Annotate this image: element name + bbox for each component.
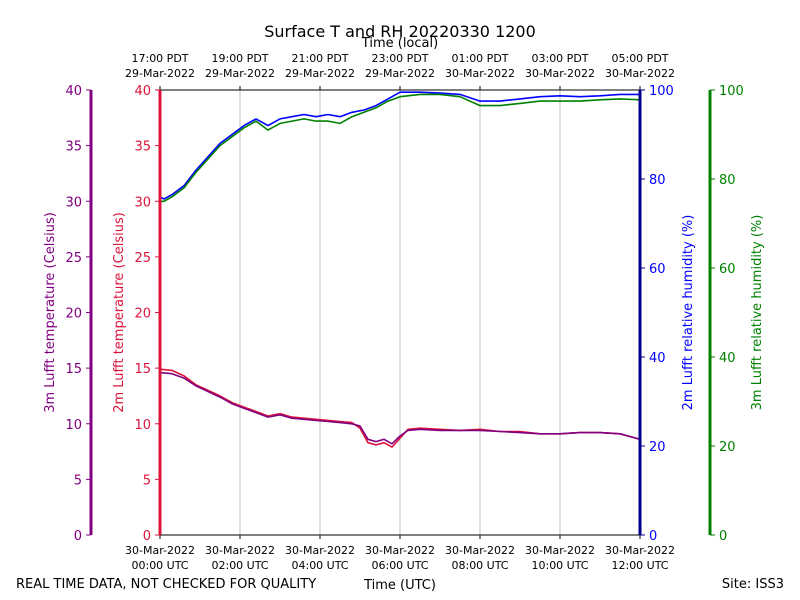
x-tick-label-top-date: 30-Mar-2022 [605, 67, 675, 80]
rh-axis-tick-label: 80 [719, 173, 736, 188]
x-tick-label-top-time: 01:00 PDT [451, 52, 508, 65]
x-tick-label-top-date: 29-Mar-2022 [285, 67, 355, 80]
x-tick-label-top-date: 29-Mar-2022 [205, 67, 275, 80]
temp-axis-tick-label: 15 [134, 362, 151, 377]
series-line-t2m [159, 368, 641, 448]
x-tick-label-bottom-date: 30-Mar-2022 [365, 544, 435, 557]
quality-note: REAL TIME DATA, NOT CHECKED FOR QUALITY [16, 577, 316, 592]
x-tick-label-top-date: 30-Mar-2022 [525, 67, 595, 80]
rh-axis-tick-label: 20 [649, 440, 666, 455]
x-tick-label-top-date: 29-Mar-2022 [365, 67, 435, 80]
temp-axis-tick-label: 40 [134, 84, 151, 99]
x-tick-label-top-time: 23:00 PDT [371, 52, 428, 65]
site-label: Site: ISS3 [722, 577, 784, 592]
rh-axis-tick-label: 0 [649, 529, 657, 544]
rh-axis-tick-label: 60 [649, 262, 666, 277]
x-tick-label-bottom-time: 12:00 UTC [611, 559, 668, 572]
rh-axis-tick-label: 0 [719, 529, 727, 544]
temp-axis-tick-label: 20 [134, 307, 151, 322]
temp-axis-tick-label: 35 [65, 140, 82, 155]
temp-axis-label-t2m: 2m Lufft temperature (Celsius) [112, 212, 127, 413]
temp-axis-tick-label: 30 [134, 195, 151, 210]
x-tick-label-bottom-time: 02:00 UTC [211, 559, 268, 572]
rh-axis-label-rh3m: 3m Lufft relative humidity (%) [750, 215, 765, 411]
x-tick-label-bottom-date: 30-Mar-2022 [285, 544, 355, 557]
temp-axis-tick-label: 35 [134, 140, 151, 155]
x-tick-label-top-time: 03:00 PDT [531, 52, 588, 65]
x-tick-label-top-time: 17:00 PDT [131, 52, 188, 65]
x-tick-label-top-date: 29-Mar-2022 [125, 67, 195, 80]
temp-axis-tick-label: 40 [65, 84, 82, 99]
x-tick-label-top-time: 19:00 PDT [211, 52, 268, 65]
x-tick-label-bottom-time: 08:00 UTC [451, 559, 508, 572]
rh-axis-tick-label: 60 [719, 262, 736, 277]
bottom-x-axis-label: Time (UTC) [363, 578, 436, 593]
rh-axis-tick-label: 40 [649, 351, 666, 366]
temp-axis-tick-label: 15 [65, 362, 82, 377]
x-tick-label-bottom-time: 00:00 UTC [131, 559, 188, 572]
x-tick-label-bottom-date: 30-Mar-2022 [125, 544, 195, 557]
x-tick-label-top-time: 21:00 PDT [291, 52, 348, 65]
rh-axis-tick-label: 20 [719, 440, 736, 455]
series-line-rh2m [159, 91, 640, 200]
rh-axis-tick-label: 40 [719, 351, 736, 366]
temp-axis-tick-label: 5 [74, 473, 82, 488]
temp-axis-tick-label: 20 [65, 307, 82, 322]
rh-axis-tick-label: 80 [649, 173, 666, 188]
temp-axis-tick-label: 10 [65, 418, 82, 433]
series-line-rh3m [160, 93, 641, 203]
x-tick-label-bottom-time: 04:00 UTC [291, 559, 348, 572]
top-x-axis-label: Time (local) [361, 36, 438, 51]
temp-axis-tick-label: 5 [143, 473, 151, 488]
x-tick-label-bottom-date: 30-Mar-2022 [205, 544, 275, 557]
temp-axis-tick-label: 25 [134, 251, 151, 266]
chart-title: Surface T and RH 20220330 1200 [264, 22, 536, 41]
temp-axis-tick-label: 10 [134, 418, 151, 433]
temp-axis-tick-label: 25 [65, 251, 82, 266]
temp-axis-label-t3m: 3m Lufft temperature (Celsius) [43, 212, 58, 413]
temp-axis-tick-label: 0 [74, 529, 82, 544]
temp-axis-tick-label: 0 [143, 529, 151, 544]
x-tick-label-bottom-date: 30-Mar-2022 [445, 544, 515, 557]
x-tick-label-bottom-date: 30-Mar-2022 [525, 544, 595, 557]
x-tick-label-bottom-time: 10:00 UTC [531, 559, 588, 572]
x-tick-label-top-date: 30-Mar-2022 [445, 67, 515, 80]
temp-axis-tick-label: 30 [65, 195, 82, 210]
x-tick-label-bottom-date: 30-Mar-2022 [605, 544, 675, 557]
series-line-t3m [159, 371, 641, 445]
x-tick-label-top-time: 05:00 PDT [611, 52, 668, 65]
rh-axis-tick-label: 100 [649, 84, 674, 99]
rh-axis-tick-label: 100 [719, 84, 744, 99]
x-tick-label-bottom-time: 06:00 UTC [371, 559, 428, 572]
rh-axis-label-rh2m: 2m Lufft relative humidity (%) [681, 215, 696, 411]
